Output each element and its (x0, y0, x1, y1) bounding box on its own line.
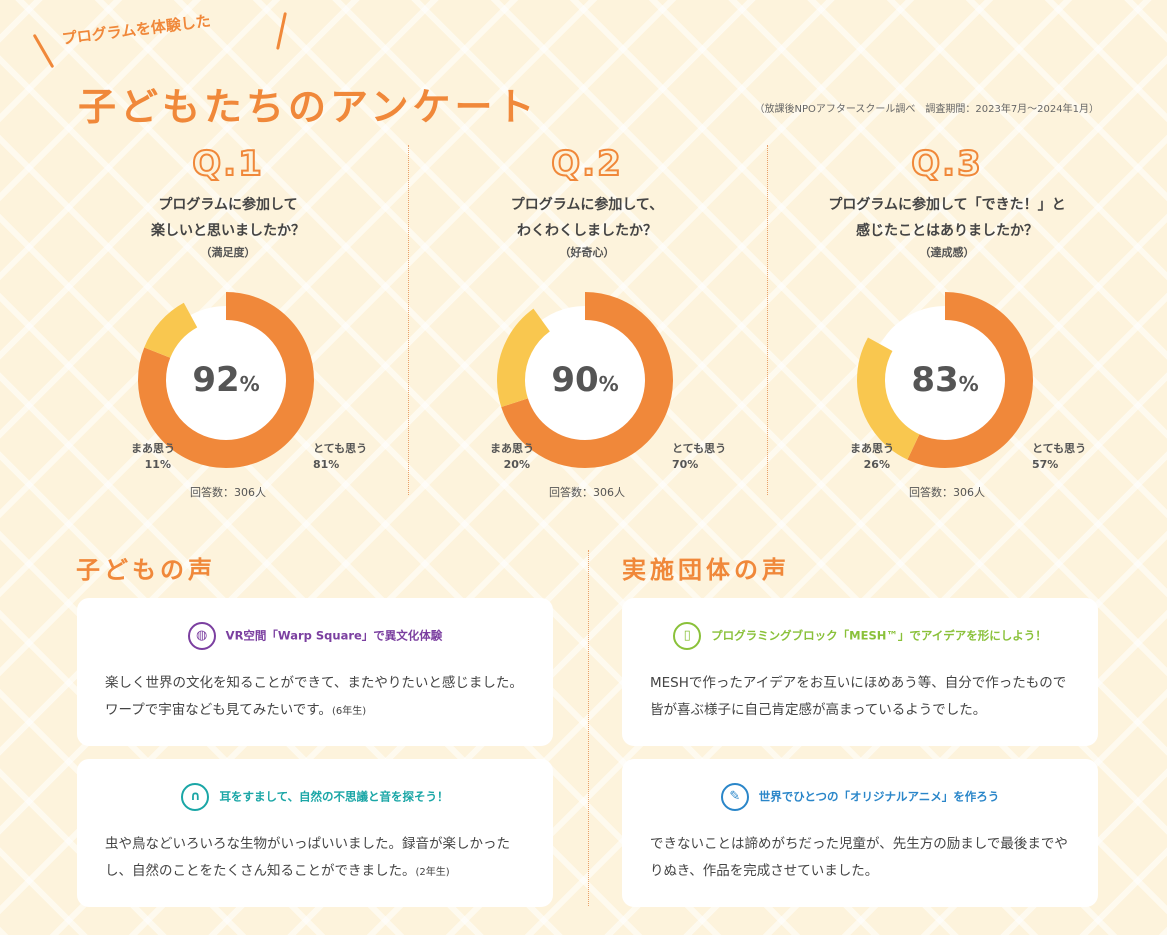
series-value: 81% (313, 458, 340, 471)
donut-svg (138, 292, 314, 468)
slash-right (276, 12, 287, 50)
series-value: 11% (144, 458, 171, 471)
legend-label-very-much: とても思う 81% (313, 441, 367, 473)
donut-slice-very-much (857, 292, 1033, 468)
card-heading-text: 耳をすまして、自然の不思議と音を探そう！ (219, 789, 449, 804)
card-body: 楽しく世界の文化を知ることができて、またやりたいと感じました。ワープで宇宙なども… (105, 670, 529, 725)
legend-label-somewhat: まあ思う 20% (430, 441, 534, 473)
question-line-2: わくわくしましたか？ (517, 223, 657, 239)
card-heading-text: 世界でひとつの「オリジナルアニメ」を作ろう (758, 789, 1000, 804)
question-line-1: プログラムに参加して、 (510, 197, 664, 213)
legend-label-somewhat: まあ思う 26% (790, 441, 894, 473)
card-body: MESHで作ったアイデアをお互いにほめあう等、自分で作ったもので皆が喜ぶ様子に自… (650, 675, 1067, 718)
donut-slice-somewhat (497, 292, 673, 468)
question-line-2: 楽しいと思いましたか？ (151, 223, 305, 239)
donut-slice-very-much (497, 292, 673, 468)
series-name: まあ思う (490, 442, 534, 455)
series-value: 70% (672, 458, 699, 471)
question-number: Q.2 (550, 143, 623, 185)
card-body: できないことは諦めがちだった児童が、先生方の励ましで最後までやりぬき、作品を完成… (650, 836, 1068, 879)
voice-card: ▯ プログラミングブロック「MESH™」でアイデアを形にしよう！ MESHで作った… (622, 598, 1098, 746)
voice-card: ∩ 耳をすまして、自然の不思議と音を探そう！ 虫や鳥などいろいろな生物がいっぱいい… (77, 759, 553, 907)
globe-icon: ◍ (187, 622, 216, 650)
donut-slice-somewhat (857, 292, 1033, 468)
response-count: 回答数：306人 (549, 486, 625, 499)
legend-label-somewhat: まあ思う 11% (71, 441, 175, 473)
donut-total: 83% (857, 292, 1033, 468)
card-body-text: 虫や鳥などいろいろな生物がいっぱいいました。録音が楽しかったし、自然のことをたく… (105, 836, 510, 879)
question-sub: （達成感） (919, 246, 975, 259)
card-body: 虫や鳥などいろいろな生物がいっぱいいました。録音が楽しかったし、自然のことをたく… (105, 831, 529, 886)
question-sub: （満足度） (200, 246, 256, 259)
question-line-2: 感じたことはありましたか？ (856, 223, 1038, 239)
question-line-1: プログラムに参加して (158, 197, 298, 213)
section-divider (588, 550, 589, 906)
block-device-icon: ▯ (673, 622, 702, 650)
column-divider (767, 145, 768, 495)
question-sub: （好奇心） (559, 246, 615, 259)
card-heading-text: VR空間「Warp Square」で異文化体験 (225, 628, 443, 643)
question-text: プログラムに参加して 楽しいと思いましたか？ (53, 192, 403, 244)
column-divider (408, 145, 409, 495)
question-number: Q.1 (191, 143, 264, 185)
legend-label-very-much: とても思う 57% (1032, 441, 1086, 473)
card-heading: ▯ プログラミングブロック「MESH™」でアイデアを形にしよう！ (622, 622, 1098, 650)
donut-background (511, 306, 659, 454)
series-name: とても思う (313, 442, 368, 455)
total-value: 83 (911, 360, 959, 400)
series-name: とても思う (1032, 442, 1087, 455)
children-voices-title: 子どもの声 (76, 556, 216, 584)
series-name: とても思う (672, 442, 727, 455)
donut-chart-1: 92% とても思う 81% まあ思う 11% (53, 288, 403, 471)
question-text: プログラムに参加して「できた！」と 感じたことはありましたか？ (772, 192, 1122, 244)
question-line-1: プログラムに参加して「できた！」と (828, 197, 1066, 213)
donut-total: 90% (497, 292, 673, 468)
total-value: 92 (192, 360, 240, 400)
voice-card: ◍ VR空間「Warp Square」で異文化体験 楽しく世界の文化を知ることがで… (77, 598, 553, 746)
card-heading-text: プログラミングブロック「MESH™」でアイデアを形にしよう！ (711, 628, 1047, 643)
question-1: Q.1 プログラムに参加して 楽しいと思いましたか？ （満足度） 92% とても思… (53, 140, 403, 510)
series-value: 57% (1032, 458, 1059, 471)
series-name: まあ思う (850, 442, 894, 455)
card-heading: ∩ 耳をすまして、自然の不思議と音を探そう！ (77, 783, 553, 811)
question-text: プログラムに参加して、 わくわくしましたか？ (412, 192, 762, 244)
donut-background (871, 306, 1019, 454)
donut-svg (857, 292, 1033, 468)
org-voices-title: 実施団体の声 (622, 556, 790, 584)
card-heading: ◍ VR空間「Warp Square」で異文化体験 (77, 622, 553, 650)
source-note: （放課後NPOアフタースクール調べ 調査期間：2023年7月〜2024年1月） (754, 104, 1099, 115)
question-3: Q.3 プログラムに参加して「できた！」と 感じたことはありましたか？ （達成感… (772, 140, 1122, 510)
card-heading: ✎ 世界でひとつの「オリジナルアニメ」を作ろう (622, 783, 1098, 811)
donut-background (152, 306, 300, 454)
donut-chart-2: 90% とても思う 70% まあ思う 20% (412, 288, 762, 471)
grade-label: (6年生) (331, 706, 367, 717)
donut-svg (497, 292, 673, 468)
slash-left (32, 33, 55, 69)
total-unit: % (958, 372, 979, 396)
series-value: 20% (503, 458, 530, 471)
headphones-icon: ∩ (181, 783, 210, 811)
question-2: Q.2 プログラムに参加して、 わくわくしましたか？ （好奇心） 90% とても思… (412, 140, 762, 510)
page-title: 子どもたちのアンケート (78, 85, 539, 129)
card-body-text: 楽しく世界の文化を知ることができて、またやりたいと感じました。ワープで宇宙なども… (105, 675, 523, 718)
donut-chart-3: 83% とても思う 57% まあ思う 26% (772, 288, 1122, 471)
total-unit: % (239, 372, 260, 396)
total-value: 90 (551, 360, 599, 400)
legend-label-very-much: とても思う 70% (672, 441, 726, 473)
donut-total: 92% (138, 292, 314, 468)
donut-slice-very-much (138, 292, 314, 468)
series-value: 26% (863, 458, 890, 471)
response-count: 回答数：306人 (190, 486, 266, 499)
grade-label: (2年生) (415, 867, 450, 878)
question-number: Q.3 (910, 143, 983, 185)
voice-card: ✎ 世界でひとつの「オリジナルアニメ」を作ろう できないことは諦めがちだった児童が… (622, 759, 1098, 907)
pen-icon: ✎ (720, 783, 749, 811)
response-count: 回答数：306人 (909, 486, 985, 499)
series-name: まあ思う (131, 442, 175, 455)
total-unit: % (598, 372, 619, 396)
